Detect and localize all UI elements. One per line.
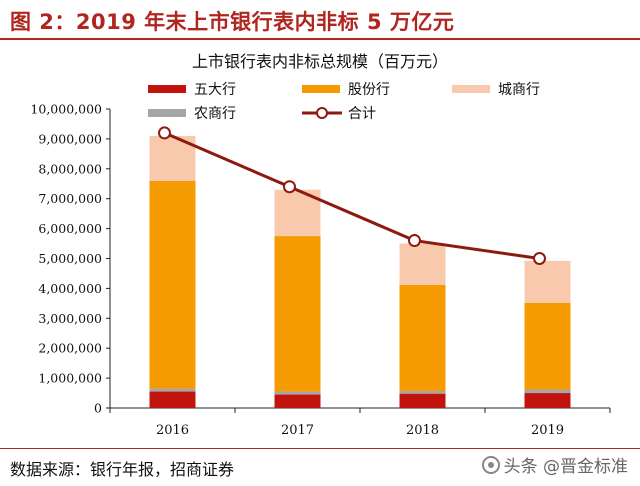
bar-segment bbox=[524, 302, 571, 390]
y-tick-label: 9,000,000 bbox=[38, 131, 102, 146]
x-tick-label: 2017 bbox=[281, 423, 314, 438]
legend-label: 五大行 bbox=[194, 82, 236, 98]
figure-header: 图 2：2019 年末上市银行表内非标 5 万亿元 bbox=[0, 0, 640, 38]
header-rule bbox=[0, 38, 640, 40]
legend-label: 城商行 bbox=[498, 82, 540, 98]
y-tick-label: 10,000,000 bbox=[30, 102, 102, 117]
bar-segment bbox=[399, 393, 446, 408]
legend-marker bbox=[316, 107, 328, 119]
x-tick-label: 2016 bbox=[156, 423, 189, 438]
legend-swatch bbox=[148, 85, 186, 93]
x-tick-label: 2019 bbox=[531, 423, 564, 438]
axes: 0 1,000,000 2,000,000 3,000,000 4,000,000 5,0… bbox=[30, 102, 611, 438]
bar-segment bbox=[524, 260, 571, 303]
legend-label: 农商行 bbox=[194, 106, 236, 122]
bar-segment bbox=[274, 236, 321, 392]
y-tick-label: 4,000,000 bbox=[38, 281, 102, 296]
bar-segment bbox=[149, 391, 196, 408]
legend-swatch bbox=[302, 85, 340, 93]
y-tick-label: 1,000,000 bbox=[38, 371, 102, 386]
y-tick-label: 3,000,000 bbox=[38, 311, 102, 326]
legend-label: 股份行 bbox=[348, 82, 390, 98]
x-tick-label: 2018 bbox=[406, 423, 439, 438]
source-note: 数据来源：银行年报，招商证券 bbox=[10, 460, 235, 479]
y-tick-label: 6,000,000 bbox=[38, 221, 102, 236]
y-tick-label: 2,000,000 bbox=[38, 341, 102, 356]
watermark-text: 头条 @晋金标准 bbox=[503, 457, 628, 477]
bar-segment bbox=[399, 390, 446, 394]
bar-segment bbox=[524, 393, 571, 408]
y-tick-label: 7,000,000 bbox=[38, 191, 102, 206]
watermark: 头条 @晋金标准 bbox=[481, 452, 628, 477]
bar-segment bbox=[399, 284, 446, 391]
y-tick-label: 0 bbox=[94, 401, 102, 416]
bar-segment bbox=[524, 389, 571, 394]
legend-label: 合计 bbox=[348, 106, 376, 122]
y-tick-label: 5,000,000 bbox=[38, 251, 102, 266]
chart-title: 上市银行表内非标总规模（百万元） bbox=[191, 52, 448, 71]
bar-segment bbox=[274, 391, 321, 395]
bar-segment bbox=[274, 394, 321, 408]
y-tick-label: 8,000,000 bbox=[38, 161, 102, 176]
footer-rule bbox=[0, 448, 640, 449]
total-line bbox=[158, 126, 546, 265]
legend-swatch bbox=[452, 85, 490, 93]
total-line-path bbox=[163, 131, 540, 260]
bars bbox=[149, 135, 571, 408]
figure-title: 图 2：2019 年末上市银行表内非标 5 万亿元 bbox=[10, 10, 455, 34]
legend-swatch bbox=[148, 109, 186, 117]
total-point bbox=[158, 126, 171, 140]
bar-segment bbox=[149, 388, 196, 392]
bar-segment bbox=[149, 180, 196, 389]
watermark-icon bbox=[481, 455, 500, 474]
total-point bbox=[283, 180, 296, 194]
bar-segment bbox=[399, 243, 446, 285]
total-point bbox=[408, 234, 421, 248]
total-point bbox=[533, 252, 546, 265]
